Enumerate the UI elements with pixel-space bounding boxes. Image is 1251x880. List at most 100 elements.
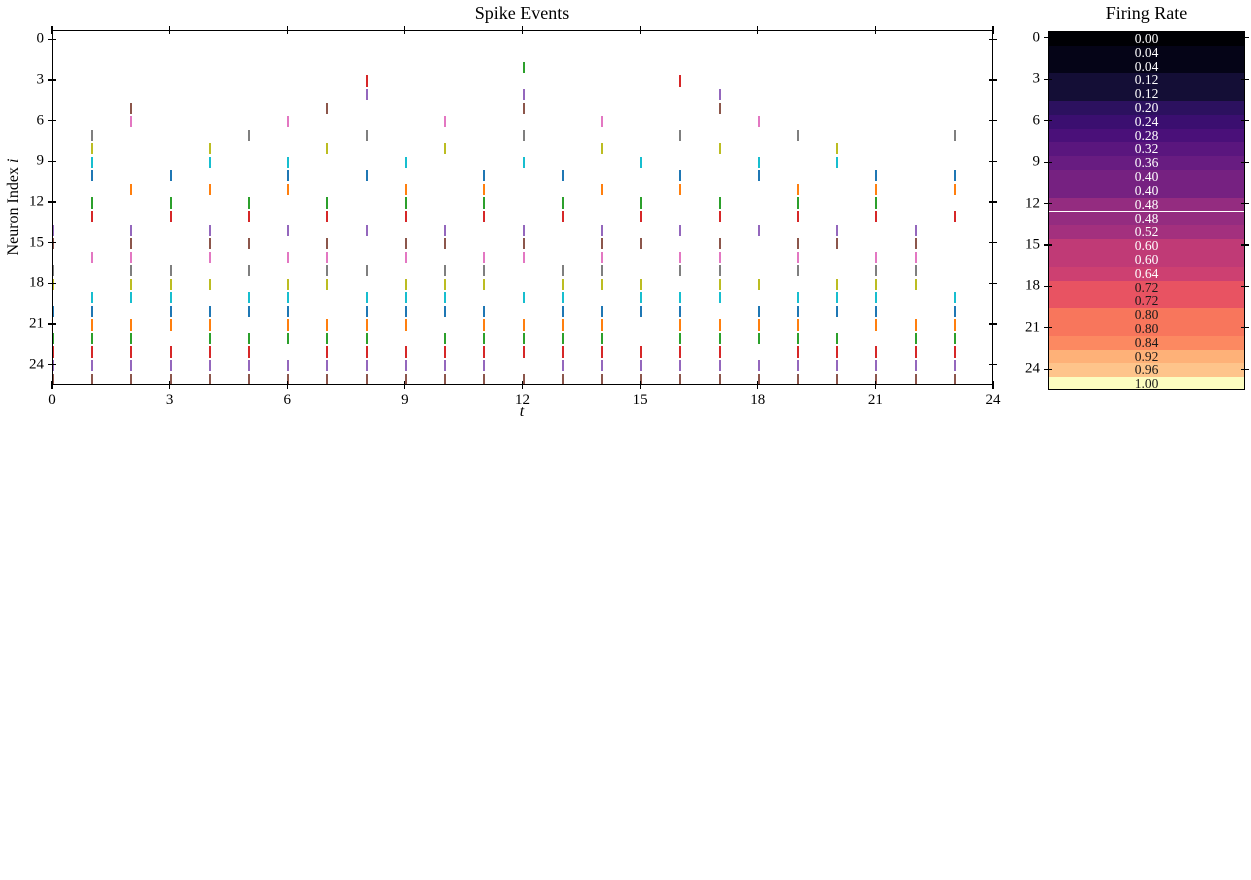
spike-tick	[365, 129, 368, 141]
axis-tick	[1044, 327, 1052, 329]
axis-tick	[992, 26, 994, 34]
axis-tick	[48, 201, 56, 203]
x-tick-label: 12	[515, 392, 530, 408]
firing-rate-row: 0.04	[1049, 59, 1244, 74]
spike-tick	[836, 156, 839, 168]
spike-tick	[561, 170, 564, 182]
firing-rate-row: 0.48	[1049, 211, 1244, 226]
spike-tick	[287, 224, 290, 236]
axis-tick	[989, 201, 997, 203]
firing-rate-row: 0.24	[1049, 115, 1244, 129]
spike-tick	[483, 373, 486, 384]
spike-tick	[522, 129, 525, 141]
y-tick-label: 12	[29, 193, 44, 210]
axis-tick	[989, 282, 997, 284]
spike-tick	[914, 332, 917, 345]
spike-tick	[522, 292, 525, 304]
spike-tick	[91, 332, 94, 345]
spike-tick	[287, 116, 290, 128]
spike-tick	[365, 170, 368, 182]
spike-tick	[326, 197, 329, 209]
spike-events-ylabel: Neuron Index i	[5, 158, 22, 256]
x-tick-label: 24	[985, 392, 1001, 408]
spike-tick	[757, 305, 760, 317]
spike-tick	[365, 305, 368, 317]
axis-tick	[169, 26, 171, 34]
spike-tick	[836, 278, 839, 290]
axis-tick	[1241, 368, 1249, 370]
axis-tick	[51, 381, 53, 389]
firing-rate-row: 0.60	[1049, 253, 1244, 267]
axis-tick	[51, 26, 53, 34]
firing-rate-row: 0.32	[1049, 142, 1244, 157]
spike-tick	[875, 373, 878, 384]
axis-tick	[989, 79, 997, 81]
firing-rate-row: 0.28	[1049, 128, 1244, 143]
spike-tick	[248, 346, 251, 358]
x-tick-label: 15	[632, 392, 648, 408]
spike-tick	[679, 129, 682, 141]
spike-tick	[718, 265, 721, 277]
axis-tick	[1044, 120, 1052, 122]
spike-tick	[248, 292, 251, 304]
x-tick-label: 3	[165, 392, 174, 408]
spike-tick	[483, 170, 486, 182]
spike-tick	[875, 197, 878, 209]
spike-tick	[169, 278, 172, 290]
spike-tick	[326, 143, 329, 155]
spike-tick	[679, 292, 682, 304]
spike-tick	[679, 183, 682, 196]
spike-tick	[561, 265, 564, 277]
spike-tick	[91, 210, 94, 223]
spike-tick	[522, 251, 525, 263]
axis-tick	[639, 26, 641, 34]
spike-raster	[53, 31, 992, 384]
spike-tick	[875, 251, 878, 263]
spike-tick	[91, 292, 94, 304]
spike-tick	[640, 238, 643, 250]
spike-events-title: Spike Events	[474, 3, 570, 23]
spike-tick	[914, 278, 917, 290]
axis-tick	[989, 160, 997, 162]
spike-tick	[130, 238, 133, 250]
axis-tick	[286, 381, 288, 389]
spike-tick	[718, 143, 721, 155]
spike-tick	[444, 373, 447, 384]
axis-tick	[48, 160, 56, 162]
spike-tick	[53, 265, 54, 277]
spike-tick	[130, 292, 133, 304]
spike-tick	[483, 305, 486, 317]
spike-tick	[522, 156, 525, 168]
firing-rate-y-tick-label: 12	[1025, 195, 1040, 212]
spike-tick	[326, 332, 329, 345]
spike-tick	[561, 278, 564, 290]
spike-tick	[600, 305, 603, 317]
spike-tick	[169, 170, 172, 182]
spike-tick	[404, 305, 407, 317]
spike-tick	[836, 305, 839, 317]
spike-tick	[326, 319, 329, 331]
spike-tick	[365, 360, 368, 372]
firing-rate-y-tick-label: 18	[1025, 277, 1040, 294]
spike-tick	[600, 143, 603, 155]
spike-tick	[248, 265, 251, 277]
spike-tick	[522, 61, 525, 74]
spike-tick	[914, 319, 917, 331]
spike-tick	[287, 183, 290, 196]
firing-rate-row: 0.52	[1049, 225, 1244, 240]
firing-rate-y-tick-label: 24	[1025, 360, 1040, 377]
spike-tick	[600, 332, 603, 345]
spike-tick	[365, 332, 368, 345]
spike-tick	[757, 170, 760, 182]
spike-tick	[326, 278, 329, 290]
spike-tick	[53, 346, 54, 358]
spike-tick	[169, 292, 172, 304]
spike-tick	[718, 373, 721, 384]
spike-tick	[208, 278, 211, 290]
spike-tick	[53, 360, 54, 372]
spike-tick	[130, 224, 133, 236]
spike-tick	[53, 332, 54, 345]
spike-tick	[679, 319, 682, 331]
spike-tick	[287, 360, 290, 372]
